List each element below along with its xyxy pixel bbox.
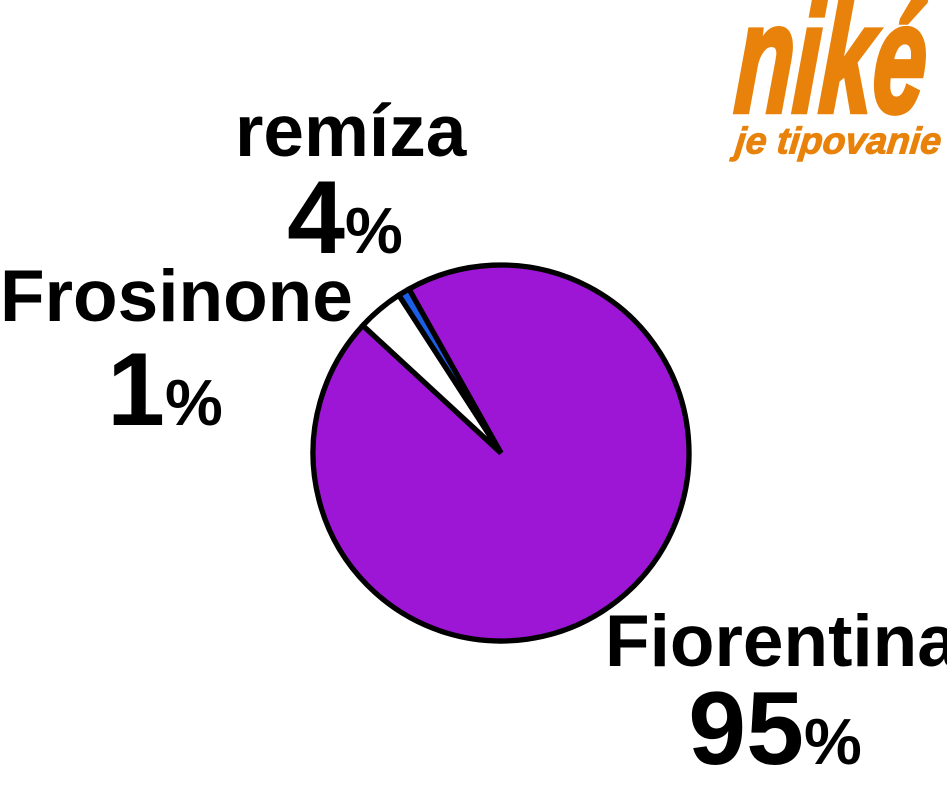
svg-text:je tipovanie: je tipovanie [728,120,943,162]
